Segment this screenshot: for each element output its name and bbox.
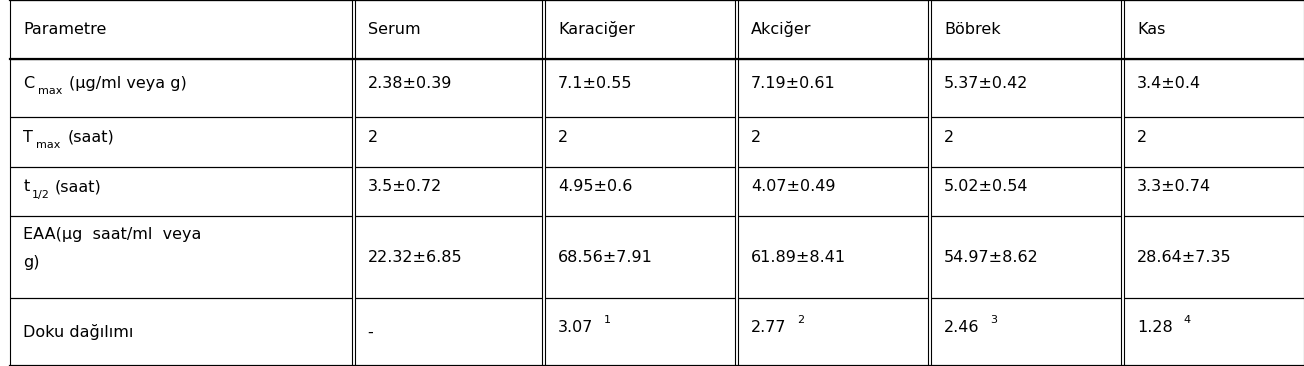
Text: -: - (368, 325, 373, 340)
Text: 68.56±7.91: 68.56±7.91 (558, 250, 653, 265)
Bar (545, 167, 735, 216)
Text: C: C (23, 76, 35, 91)
Text: (saat): (saat) (55, 179, 102, 194)
Text: 7.1±0.55: 7.1±0.55 (558, 76, 632, 91)
Bar (355, 0, 542, 59)
Text: 4: 4 (1183, 315, 1191, 325)
Text: 2.38±0.39: 2.38±0.39 (368, 76, 452, 91)
Text: Doku dağılımı: Doku dağılımı (23, 324, 134, 340)
Bar (931, 0, 1121, 59)
Bar (1124, 59, 1304, 117)
Bar (738, 117, 928, 167)
Text: 54.97±8.62: 54.97±8.62 (944, 250, 1039, 265)
Bar (931, 216, 1121, 298)
Bar (545, 298, 735, 366)
Text: 4.07±0.49: 4.07±0.49 (751, 179, 836, 194)
Text: Serum: Serum (368, 22, 420, 37)
Bar (738, 298, 928, 366)
Text: t: t (23, 179, 30, 194)
Bar (10, 0, 352, 59)
Bar (545, 0, 735, 59)
Text: 2.46: 2.46 (944, 320, 979, 335)
Text: 2: 2 (751, 130, 762, 145)
Bar (10, 216, 352, 298)
Bar (1124, 0, 1304, 59)
Text: 3: 3 (990, 315, 996, 325)
Text: 3.3±0.74: 3.3±0.74 (1137, 179, 1211, 194)
Text: Akciğer: Akciğer (751, 21, 811, 37)
Bar (10, 117, 352, 167)
Text: 2: 2 (368, 130, 378, 145)
Text: 2: 2 (797, 315, 805, 325)
Bar (355, 167, 542, 216)
Text: 4.95±0.6: 4.95±0.6 (558, 179, 632, 194)
Text: 2.77: 2.77 (751, 320, 786, 335)
Text: max: max (37, 141, 60, 150)
Bar (738, 59, 928, 117)
Text: Böbrek: Böbrek (944, 22, 1000, 37)
Bar (931, 117, 1121, 167)
Bar (10, 59, 352, 117)
Bar (355, 59, 542, 117)
Bar (355, 298, 542, 366)
Text: 3.07: 3.07 (558, 320, 593, 335)
Text: g): g) (23, 255, 40, 270)
Bar (931, 167, 1121, 216)
Bar (10, 298, 352, 366)
Bar (355, 117, 542, 167)
Text: 2: 2 (558, 130, 569, 145)
Bar (738, 167, 928, 216)
Text: 61.89±8.41: 61.89±8.41 (751, 250, 846, 265)
Bar (931, 298, 1121, 366)
Text: 28.64±7.35: 28.64±7.35 (1137, 250, 1232, 265)
Bar (931, 59, 1121, 117)
Bar (738, 0, 928, 59)
Text: T: T (23, 130, 34, 145)
Bar (545, 59, 735, 117)
Text: 2: 2 (1137, 130, 1148, 145)
Bar (1124, 298, 1304, 366)
Text: 2: 2 (944, 130, 955, 145)
Text: EAA(μg  saat/ml  veya: EAA(μg saat/ml veya (23, 227, 202, 242)
Bar (545, 117, 735, 167)
Bar (1124, 216, 1304, 298)
Text: 7.19±0.61: 7.19±0.61 (751, 76, 836, 91)
Text: Karaciğer: Karaciğer (558, 21, 635, 37)
Text: 3.5±0.72: 3.5±0.72 (368, 179, 442, 194)
Text: Kas: Kas (1137, 22, 1166, 37)
Text: 5.02±0.54: 5.02±0.54 (944, 179, 1029, 194)
Text: 22.32±6.85: 22.32±6.85 (368, 250, 463, 265)
Bar (355, 216, 542, 298)
Text: 5.37±0.42: 5.37±0.42 (944, 76, 1029, 91)
Text: 1.28: 1.28 (1137, 320, 1172, 335)
Text: 1: 1 (604, 315, 610, 325)
Bar (10, 167, 352, 216)
Text: 3.4±0.4: 3.4±0.4 (1137, 76, 1201, 91)
Text: (saat): (saat) (68, 130, 115, 145)
Text: (μg/ml veya g): (μg/ml veya g) (69, 76, 186, 91)
Text: Parametre: Parametre (23, 22, 107, 37)
Bar (545, 216, 735, 298)
Text: 1/2: 1/2 (31, 190, 50, 200)
Text: max: max (38, 86, 63, 96)
Bar (1124, 167, 1304, 216)
Bar (1124, 117, 1304, 167)
Bar (738, 216, 928, 298)
